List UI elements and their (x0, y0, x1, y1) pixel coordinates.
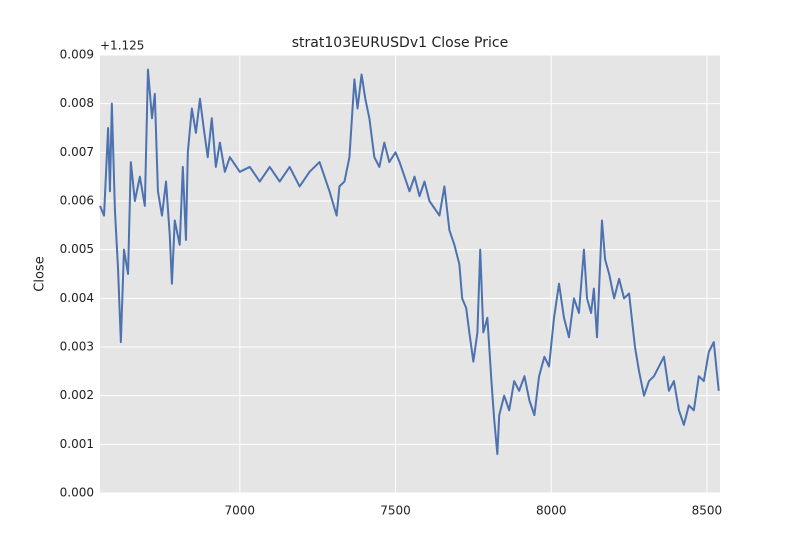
y-tick-label: 0.005 (60, 242, 94, 256)
line-series (99, 68, 720, 456)
x-tick-label: 7000 (225, 504, 256, 518)
x-tick-label: 8500 (692, 504, 723, 518)
x-tick-label: 8000 (536, 504, 567, 518)
y-tick-label: 0.004 (60, 291, 94, 305)
y-tick-label: 0.003 (60, 340, 94, 354)
y-tick-label: 0.000 (60, 486, 94, 500)
y-tick-label: 0.007 (60, 145, 94, 159)
y-tick-label: 0.009 (60, 48, 94, 62)
chart-title: strat103EURUSDv1 Close Price (292, 35, 508, 51)
y-tick-label: 0.001 (60, 437, 94, 451)
y-tick-label: 0.008 (60, 96, 94, 110)
x-tick-label: 7500 (380, 504, 411, 518)
y-offset-label: +1.125 (100, 39, 144, 53)
y-tick-label: 0.002 (60, 388, 94, 402)
y-axis-label: Close (33, 256, 48, 291)
y-tick-label: 0.006 (60, 194, 94, 208)
